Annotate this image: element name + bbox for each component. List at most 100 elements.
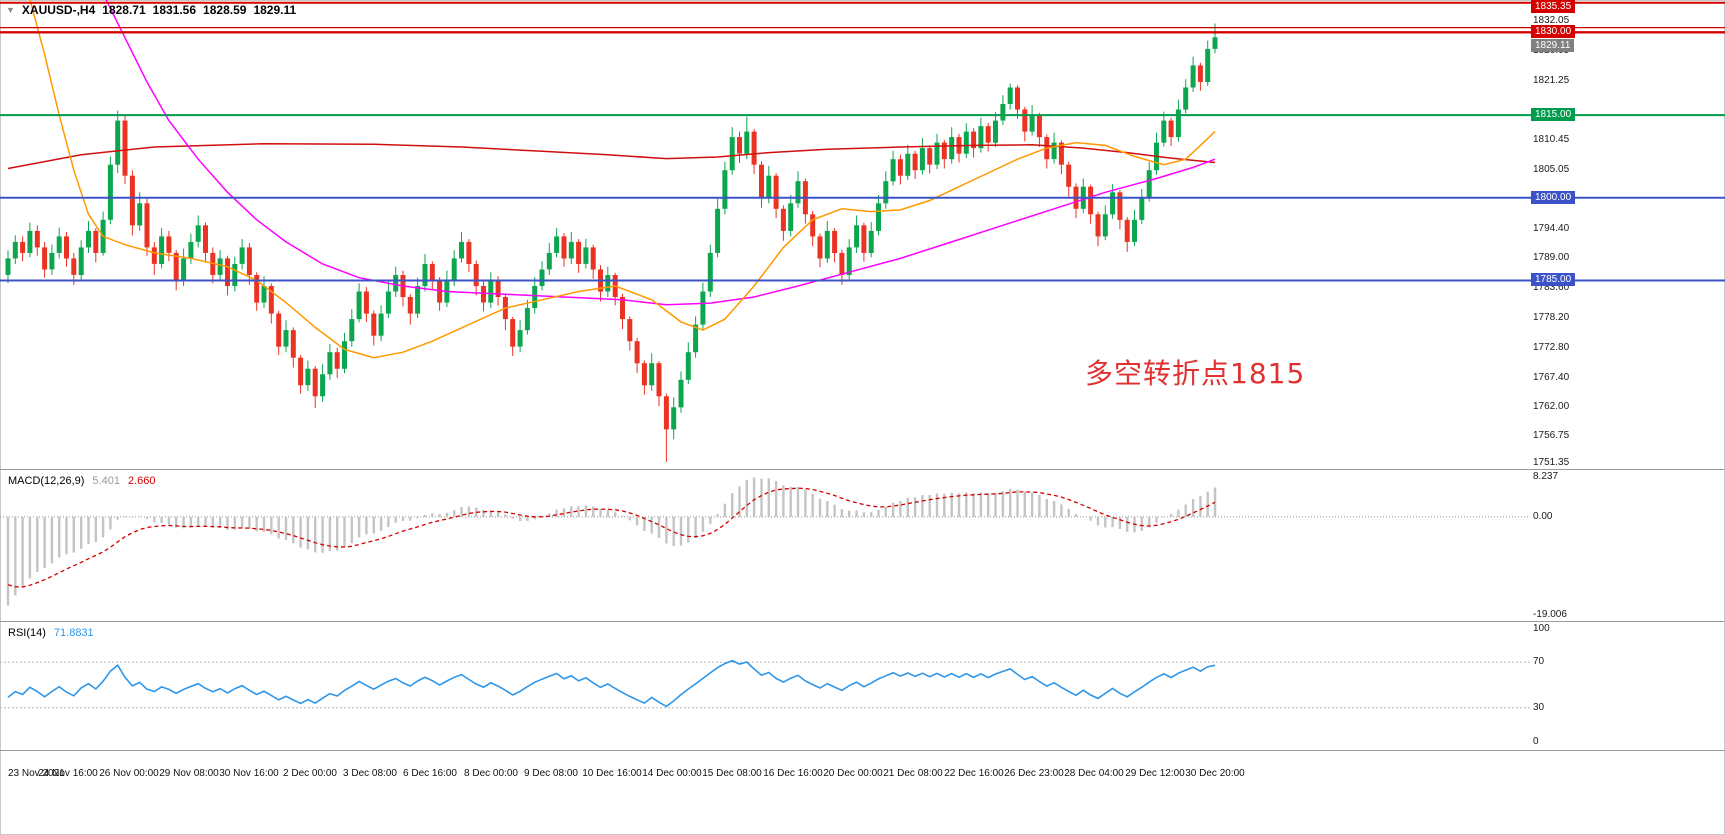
time-label: 20 Dec 00:00 xyxy=(823,768,883,779)
candle-body xyxy=(422,264,428,287)
macd-bar xyxy=(965,492,968,517)
candle-body xyxy=(115,120,121,165)
price-badge: 1815.00 xyxy=(1531,108,1576,121)
price-tick: 1762.00 xyxy=(1533,401,1570,412)
candle-body xyxy=(861,225,867,253)
macd-bar xyxy=(848,510,851,517)
macd-bar xyxy=(255,516,258,532)
macd-bar xyxy=(72,516,75,553)
macd-bar xyxy=(101,516,105,538)
macd-bar xyxy=(745,479,748,517)
candle-body xyxy=(415,286,421,314)
candle-body xyxy=(356,291,362,320)
macd-bar xyxy=(614,512,617,517)
macd-bar xyxy=(672,516,675,546)
macd-bar xyxy=(175,516,178,528)
macd-bar xyxy=(1104,516,1107,528)
time-label: 28 Dec 04:00 xyxy=(1064,768,1124,779)
macd-bar xyxy=(1148,516,1151,528)
candle-body xyxy=(832,230,838,253)
macd-bar xyxy=(665,516,668,544)
macd-bar xyxy=(1118,516,1122,529)
candle-body xyxy=(693,324,699,353)
candle-body xyxy=(188,241,194,259)
macd-bar xyxy=(621,515,624,517)
collapse-arrow-icon[interactable]: ▼ xyxy=(6,5,15,15)
macd-bar xyxy=(972,493,975,517)
macd-bar xyxy=(80,516,83,549)
time-label: 14 Dec 00:00 xyxy=(642,768,702,779)
price-tick: 1805.05 xyxy=(1533,164,1570,175)
macd-bar xyxy=(950,492,953,517)
price-badge: 1785.00 xyxy=(1531,273,1576,286)
candle-body xyxy=(12,241,18,259)
macd-bar xyxy=(189,516,193,528)
candle-body xyxy=(1139,197,1145,220)
candle-body xyxy=(246,247,252,275)
candle-body xyxy=(5,258,11,275)
candle-body xyxy=(707,252,713,292)
macd-signal-line xyxy=(7,487,1216,588)
time-label: 9 Dec 08:00 xyxy=(524,768,578,779)
macd-bar xyxy=(292,516,295,544)
macd-bar xyxy=(1177,509,1180,517)
macd-bar xyxy=(891,502,895,517)
macd-bar xyxy=(467,506,471,517)
candle-body xyxy=(978,126,984,149)
price-badge: 1830.00 xyxy=(1531,25,1576,38)
macd-bar xyxy=(453,510,456,517)
macd-bar xyxy=(628,516,631,521)
candle-body xyxy=(159,236,165,264)
ma-slow-red xyxy=(7,142,1216,170)
candle-body xyxy=(1022,109,1028,132)
macd-bar xyxy=(401,516,405,521)
macd-bar xyxy=(1089,516,1092,521)
macd-bar xyxy=(182,516,185,529)
macd-bar xyxy=(197,516,200,526)
price-tick: 1821.25 xyxy=(1533,75,1570,86)
candle-body xyxy=(334,352,340,369)
macd-bar xyxy=(709,516,712,524)
macd-bar xyxy=(562,508,566,517)
macd-bar xyxy=(1191,499,1195,517)
macd-bar xyxy=(233,516,236,530)
candle-body xyxy=(810,214,816,237)
candle-body xyxy=(466,241,472,264)
price-tick: 1756.75 xyxy=(1533,430,1570,441)
candle-body xyxy=(517,330,523,347)
macd-bar xyxy=(994,492,997,517)
macd-bar xyxy=(760,478,763,517)
candle-body xyxy=(963,131,969,154)
candle-body xyxy=(34,230,40,248)
macd-bar xyxy=(643,516,646,531)
macd-bar xyxy=(570,506,573,517)
candle-body xyxy=(846,247,852,275)
macd-bar xyxy=(387,516,390,528)
macd-bar xyxy=(87,516,90,545)
candle-body xyxy=(1066,164,1072,187)
macd-bar xyxy=(445,512,449,517)
macd-bar xyxy=(599,509,602,517)
candle-body xyxy=(620,297,625,320)
candle-body xyxy=(129,175,135,226)
macd-bar xyxy=(943,493,946,517)
candle-body xyxy=(203,225,208,253)
candle-body xyxy=(1015,87,1020,110)
candle-body xyxy=(685,352,691,380)
panel-separator[interactable] xyxy=(0,750,1725,751)
candle-body xyxy=(166,236,172,253)
macd-bar xyxy=(979,492,983,517)
macd-bar xyxy=(987,493,990,517)
time-label: 8 Dec 00:00 xyxy=(464,768,518,779)
panel-separator[interactable] xyxy=(0,621,1725,622)
macd-bar xyxy=(321,516,324,553)
macd-bar xyxy=(416,516,419,519)
macd-name: MACD(12,26,9) xyxy=(8,475,85,487)
candle-body xyxy=(27,230,33,253)
candle-body xyxy=(795,181,801,204)
macd-bar xyxy=(723,503,727,517)
macd-bar xyxy=(1184,504,1187,517)
panel-separator[interactable] xyxy=(0,469,1725,470)
macd-bar xyxy=(796,486,800,517)
